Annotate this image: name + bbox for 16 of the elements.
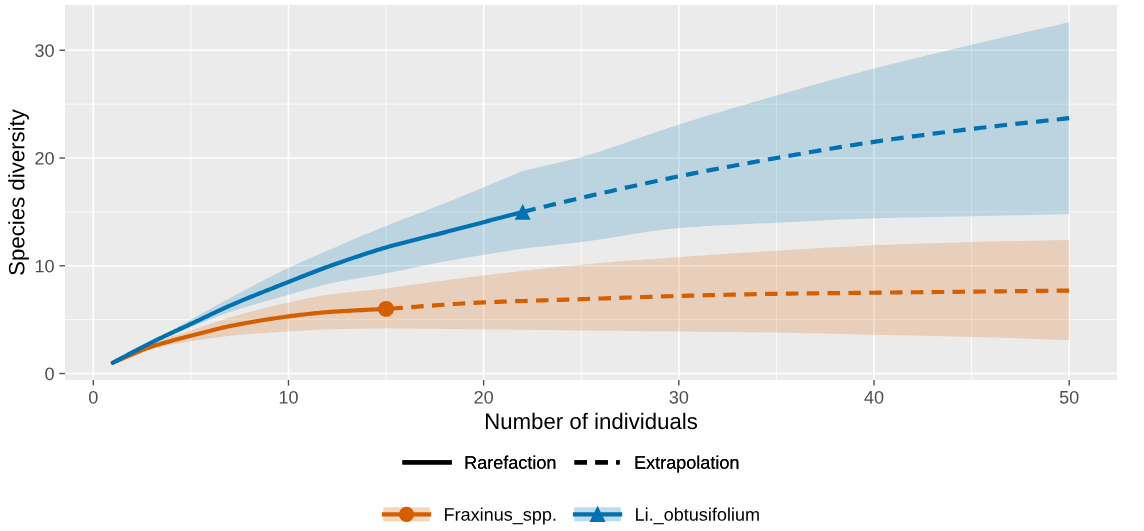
y-tick-label: 30 (35, 44, 54, 57)
y-axis-title: Species diversity (8, 109, 29, 275)
legend-label: Li._obtusifolium (636, 507, 759, 525)
x-axis-title: Number of individuals (485, 412, 698, 430)
x-tick-label: 30 (669, 390, 689, 404)
text: Rarefaction (465, 455, 556, 469)
x-tick-label: 10 (279, 390, 298, 404)
y-tick-label: 0 (45, 367, 54, 381)
text: Extrapolation (635, 455, 739, 473)
legend-label: Fraxinus_spp. (445, 507, 556, 525)
y-tick-label: 10 (35, 259, 54, 273)
x-tick-label: 20 (474, 390, 493, 404)
x-tick-label: 0 (88, 390, 98, 404)
x-tick-label: 40 (864, 390, 884, 404)
x-tick-label: 50 (1059, 390, 1079, 404)
y-tick-label: 20 (35, 151, 54, 165)
